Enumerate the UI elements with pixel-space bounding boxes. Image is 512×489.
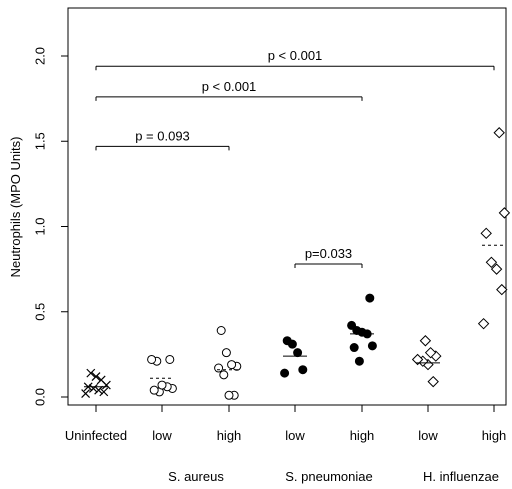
p-value-label: p < 0.001: [202, 79, 257, 94]
open-circle-marker: [147, 354, 157, 364]
significance-annotations: p < 0.001 p < 0.001 p = 0.093 p=0.033: [95, 48, 495, 269]
diamond-marker: [477, 317, 490, 330]
plot-border: [67, 7, 507, 406]
y-tick-label: 2.0: [33, 47, 48, 65]
open-circle-marker: [149, 385, 159, 395]
y-tick-label: 0.5: [33, 303, 48, 321]
filled-circle-marker: [367, 341, 377, 351]
filled-circle-marker: [349, 343, 359, 353]
x-tick-label: Uninfected: [65, 428, 127, 443]
filled-circle-marker: [347, 320, 357, 330]
open-circle-marker: [157, 380, 167, 390]
filled-circle-marker: [293, 348, 303, 358]
filled-circle-marker: [365, 293, 375, 303]
diamond-marker: [485, 256, 498, 269]
open-circle-marker: [165, 354, 175, 364]
x-axis: Uninfected low high low high low high: [65, 405, 506, 443]
diamond-marker: [480, 227, 492, 240]
cross-stroke: [96, 375, 106, 385]
open-circle-marker: [227, 360, 237, 370]
x-tick-label: low: [418, 428, 438, 443]
open-circle-marker: [221, 348, 231, 358]
filled-circle-marker: [282, 336, 292, 346]
diamond-marker: [493, 127, 505, 139]
cross-marker: [91, 372, 101, 381]
open-circle-marker: [219, 370, 229, 380]
cross-stroke: [101, 380, 111, 390]
filled-circle-marker: [354, 356, 364, 366]
cross-stroke: [81, 389, 91, 399]
group-label: S. pneumoniae: [285, 469, 372, 484]
cross-stroke: [91, 372, 101, 381]
filled-circle-marker: [280, 368, 290, 378]
diamond-marker: [419, 335, 432, 347]
group-labels: S. aureus S. pneumoniae H. influenzae: [168, 469, 499, 484]
diamond-marker: [427, 375, 439, 388]
p-value-label: p=0.033: [305, 246, 352, 261]
cross-marker: [88, 384, 98, 393]
cross-marker: [94, 385, 104, 395]
y-axis-label: Neutrophils (MPO Units): [8, 137, 23, 278]
diamond-marker: [490, 263, 503, 275]
cross-marker: [86, 368, 96, 378]
x-tick-label: high: [482, 428, 507, 443]
cross-marker: [81, 389, 91, 399]
cross-stroke: [88, 384, 98, 393]
x-tick-label: low: [152, 428, 172, 443]
plot-frame: [67, 7, 507, 406]
x-tick-label: high: [350, 428, 375, 443]
group-label: H. influenzae: [423, 469, 499, 484]
x-tick-label: high: [217, 428, 242, 443]
y-tick-label: 0.0: [33, 388, 48, 406]
open-circle-marker: [224, 390, 234, 400]
y-tick-label: 1.0: [33, 217, 48, 235]
cross-marker: [99, 387, 109, 397]
diamond-marker: [411, 353, 424, 366]
data-points: [81, 127, 511, 400]
cross-marker: [96, 375, 106, 385]
diamond-marker: [498, 207, 511, 219]
diamond-marker: [424, 346, 437, 359]
open-circle-marker: [214, 363, 224, 373]
y-axis: 0.0 0.5 1.0 1.5 2.0: [33, 47, 68, 406]
open-circle-marker: [216, 326, 226, 336]
cross-stroke: [99, 387, 109, 397]
filled-circle-marker: [298, 365, 308, 375]
group-label: S. aureus: [168, 469, 224, 484]
p-value-label: p < 0.001: [268, 48, 323, 63]
diamond-marker: [496, 283, 508, 296]
group-means: [84, 244, 506, 388]
x-tick-label: low: [285, 428, 305, 443]
cross-stroke: [86, 368, 96, 378]
p-value-label: p = 0.093: [135, 128, 190, 143]
cross-stroke: [94, 385, 104, 395]
y-tick-label: 1.5: [33, 132, 48, 150]
